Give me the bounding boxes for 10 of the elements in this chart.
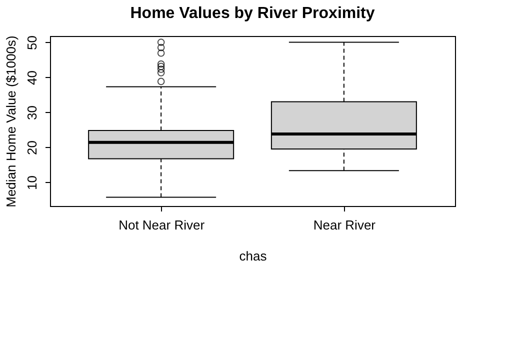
- y-tick-label: 30: [24, 106, 40, 120]
- y-tick-label: 10: [24, 175, 40, 190]
- y-tick-label: 40: [24, 70, 40, 86]
- y-tick-label: 20: [24, 140, 40, 155]
- y-tick-label: 50: [24, 36, 40, 50]
- chart-title: Home Values by River Proximity: [130, 5, 375, 22]
- x-tick-label: Not Near River: [118, 218, 206, 232]
- y-axis-title: Median Home Value ($1000s): [4, 36, 18, 208]
- x-axis-title: chas: [239, 248, 268, 264]
- x-tick-label: Near River: [313, 218, 376, 232]
